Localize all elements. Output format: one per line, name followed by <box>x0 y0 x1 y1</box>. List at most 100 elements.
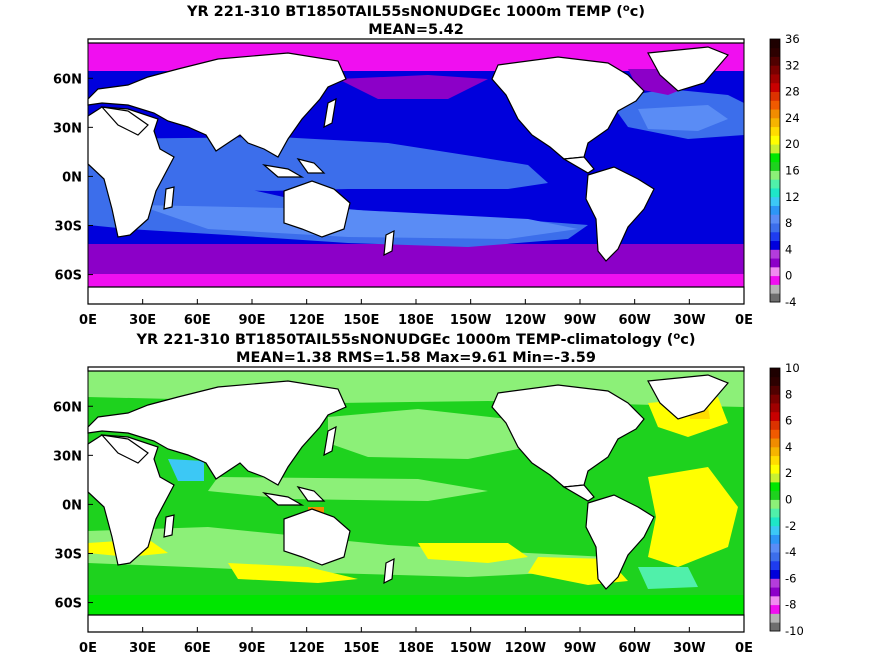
x-tick-label: 60E <box>184 313 211 328</box>
colorbar-swatch <box>770 161 780 171</box>
x-tick-label: 90E <box>239 313 266 328</box>
colorbar-swatch <box>770 411 780 421</box>
x-tick-label: 0E <box>735 313 753 328</box>
panel-top-colorbar: 36 32 28 24 20 16 12 8 4 0 -4 <box>769 32 800 309</box>
colorbar-swatch <box>770 455 780 465</box>
panel-top-subtitle: MEAN=5.42 <box>368 22 464 38</box>
x-tick-label: 150E <box>343 641 379 656</box>
x-tick-label: 120E <box>289 641 325 656</box>
x-tick-label: 90W <box>564 313 596 328</box>
colorbar-swatch <box>770 117 780 128</box>
y-tick-label: 60N <box>53 400 82 415</box>
colorbar-swatch <box>770 91 780 101</box>
colorbar-swatch <box>770 47 780 57</box>
colorbar-swatch <box>770 231 780 242</box>
colorbar-tick-label: -2 <box>785 519 796 533</box>
colorbar-swatch <box>770 196 780 206</box>
colorbar-swatch <box>770 152 780 163</box>
colorbar-tick-label: 0 <box>785 269 792 283</box>
colorbar-swatch <box>770 126 780 136</box>
colorbar-swatch <box>770 82 780 92</box>
colorbar-tick-label: 0 <box>785 493 792 507</box>
x-tick-label: 120W <box>505 313 546 328</box>
colorbar-swatch <box>770 109 780 119</box>
colorbar-swatch <box>770 223 780 233</box>
colorbar-swatch <box>770 214 780 224</box>
x-tick-label: 0E <box>79 313 97 328</box>
colorbar-swatch <box>770 394 780 404</box>
x-tick-label: 30E <box>129 313 156 328</box>
panel-bottom-colorbar: 10 8 6 4 2 0 -2 -4 -6 -8 -10 <box>769 361 804 638</box>
y-tick-label: 0N <box>62 498 82 513</box>
colorbar-tick-label: 4 <box>785 242 792 256</box>
colorbar-swatch <box>770 446 780 457</box>
colorbar-swatch <box>770 604 780 614</box>
colorbar-tick-label: 8 <box>785 216 792 230</box>
colorbar-swatch <box>770 438 780 448</box>
x-tick-label: 90W <box>564 641 596 656</box>
colorbar-tick-label: -6 <box>785 571 796 585</box>
colorbar-swatch <box>770 543 780 553</box>
colorbar-tick-label: 20 <box>785 137 800 151</box>
y-tick-label: 60S <box>55 269 82 284</box>
x-tick-label: 0E <box>735 641 753 656</box>
colorbar-swatch <box>770 135 780 145</box>
y-tick-label: 60S <box>55 597 82 612</box>
panel-bottom-subtitle: MEAN=1.38 RMS=1.58 Max=9.61 Min=-3.59 <box>236 350 596 366</box>
colorbar-frame <box>769 367 781 632</box>
colorbar-swatch <box>770 266 780 277</box>
colorbar-swatch <box>770 595 780 606</box>
x-tick-label: 180E <box>398 313 434 328</box>
x-tick-label: 180E <box>398 641 434 656</box>
colorbar-swatch <box>770 499 780 509</box>
x-tick-label: 90E <box>239 641 266 656</box>
colorbar-swatch <box>770 65 780 75</box>
colorbar-swatch <box>770 517 780 527</box>
panel-top-y-axis: 60N 30N 0N 30S 60S <box>53 72 93 284</box>
x-tick-label: 150W <box>450 313 491 328</box>
colorbar-frame <box>769 38 781 303</box>
panel-top-map <box>87 38 745 305</box>
colorbar-swatch <box>770 473 780 483</box>
colorbar-swatch <box>770 284 780 294</box>
colorbar-tick-label: 24 <box>785 111 800 125</box>
colorbar-swatch <box>770 508 780 518</box>
colorbar-swatch <box>770 39 780 49</box>
colorbar-tick-label: 2 <box>785 466 792 480</box>
colorbar-swatch <box>770 100 780 110</box>
colorbar-swatch <box>770 179 780 189</box>
colorbar-swatch <box>770 490 780 500</box>
colorbar-swatch <box>770 74 780 84</box>
colorbar-swatch <box>770 560 780 571</box>
x-tick-label: 60E <box>184 641 211 656</box>
y-tick-label: 30S <box>55 219 82 234</box>
colorbar-swatch <box>770 170 780 180</box>
x-tick-label: 0E <box>79 641 97 656</box>
panel-bottom-x-axis: 0E 30E 60E 90E 120E 150E 180E 150W 120W 90W 60W 30W… <box>79 627 753 656</box>
colorbar-tick-label: 8 <box>785 387 792 401</box>
colorbar-swatch <box>770 613 780 623</box>
colorbar-swatch <box>770 188 780 198</box>
colorbar-tick-label: 16 <box>785 164 800 178</box>
colorbar-swatch <box>770 258 780 268</box>
colorbar-tick-label: 4 <box>785 440 792 454</box>
colorbar-swatch <box>770 481 780 492</box>
colorbar-swatch <box>770 464 780 474</box>
panel-bottom: YR 221-310 BT1850TAIL55sNONUDGEc 1000m T… <box>53 331 804 656</box>
colorbar-tick-label: -10 <box>785 624 804 638</box>
panel-bottom-y-axis: 60N 30N 0N 30S 60S <box>53 400 93 612</box>
colorbar-tick-label: 12 <box>785 190 800 204</box>
colorbar-swatch <box>770 385 780 395</box>
y-tick-label: 60N <box>53 72 82 87</box>
colorbar-swatch <box>770 205 780 215</box>
colorbar-swatch <box>770 552 780 562</box>
colorbar-swatch <box>770 525 780 535</box>
colorbar-tick-label: 6 <box>785 414 792 428</box>
y-tick-label: 30N <box>53 121 82 136</box>
y-tick-label: 30S <box>55 547 82 562</box>
colorbar-swatch <box>770 403 780 413</box>
colorbar-tick-label: -4 <box>785 295 796 309</box>
colorbar-swatch <box>770 420 780 430</box>
colorbar-swatch <box>770 429 780 439</box>
colorbar-swatch <box>770 376 780 386</box>
